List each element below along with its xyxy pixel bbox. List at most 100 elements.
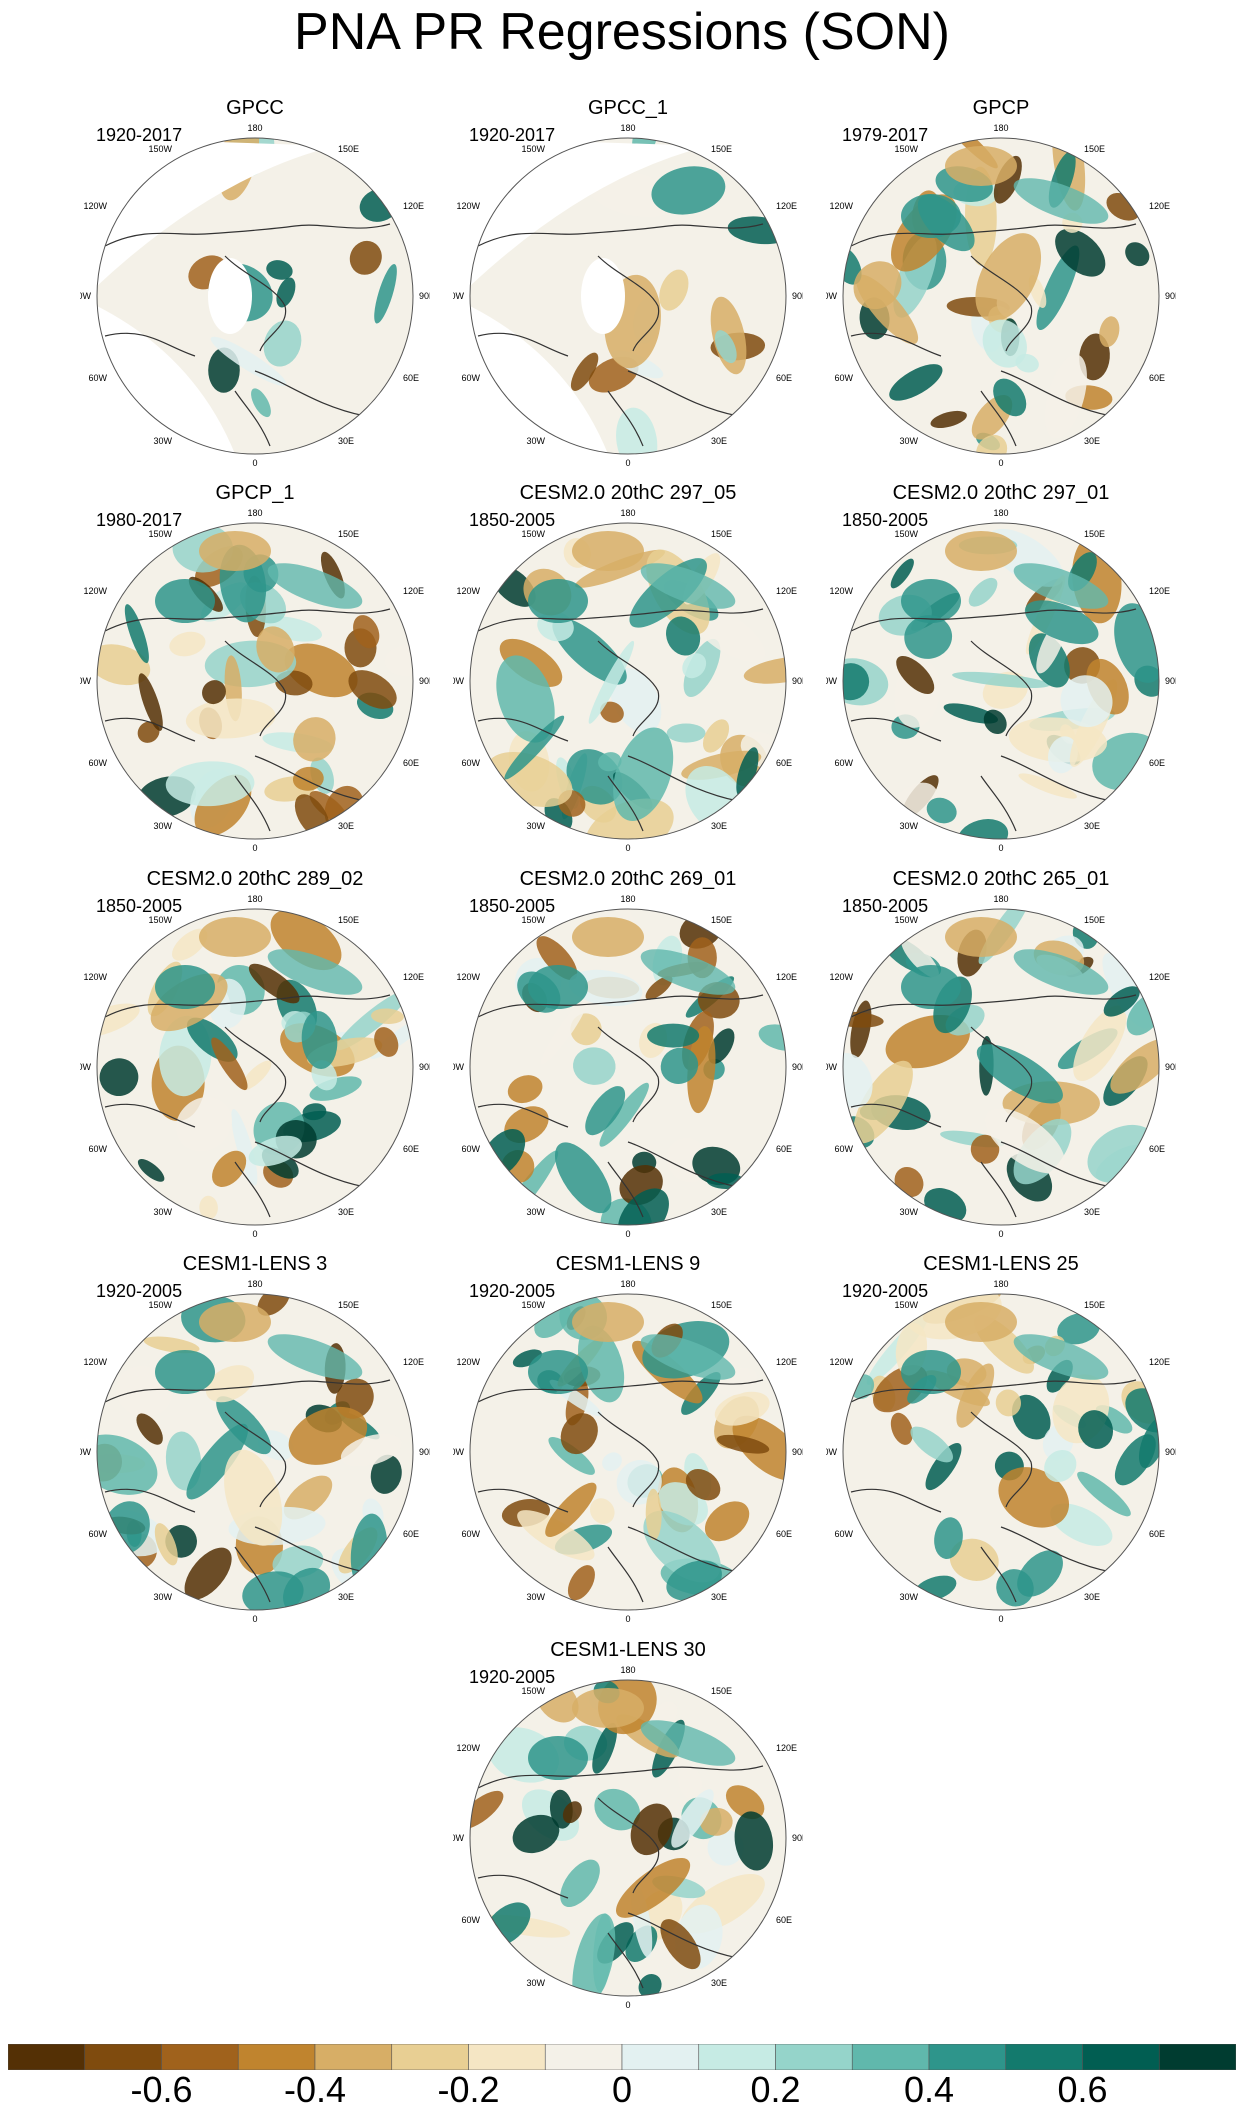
map-boundary — [842, 1293, 1160, 1611]
polar-map: 180 150E 120E 90E 60E 30E 0 30W 60W 90W 120W 150W — [453, 1279, 803, 1624]
longitude-label: 90E — [419, 1062, 430, 1072]
longitude-label: 150E — [1084, 1300, 1105, 1310]
longitude-label: 150W — [521, 1686, 545, 1696]
precip-anomaly-patch — [843, 1052, 873, 1109]
precip-anomaly-patch — [263, 320, 302, 367]
coastline — [607, 775, 644, 832]
precip-anomaly-patch — [700, 1807, 733, 1836]
longitude-label: 60W — [88, 758, 107, 768]
longitude-label: 150E — [711, 915, 732, 925]
precip-anomaly-patch — [1079, 333, 1110, 381]
precip-anomaly-patch — [853, 1060, 913, 1144]
map-boundary — [842, 908, 1160, 1226]
precip-anomaly-patch — [199, 1302, 271, 1342]
longitude-label: 90E — [792, 676, 803, 686]
coastline — [1000, 370, 1112, 417]
longitude-label: 90E — [419, 291, 430, 301]
precip-anomaly-patch — [137, 721, 160, 743]
precip-anomaly-patch — [257, 1294, 290, 1316]
longitude-label: 60W — [461, 1915, 480, 1925]
precip-anomaly-patch — [677, 1765, 703, 1799]
longitude-label: 120E — [1149, 201, 1170, 211]
coastline — [104, 223, 391, 247]
precip-anomaly-patch — [594, 1788, 641, 1831]
precip-anomaly-patch — [572, 531, 644, 571]
precip-anomaly-patch — [949, 1538, 999, 1581]
precip-anomaly-patch — [983, 709, 1007, 735]
longitude-label: 150E — [338, 144, 359, 154]
longitude-label: 30E — [338, 1592, 354, 1602]
colorbar-swatch — [698, 2044, 776, 2070]
precip-anomaly-patch — [904, 615, 953, 659]
longitude-label: 120W — [829, 1357, 853, 1367]
map-panel: 180 150E 120E 90E 60E 30E 0 30W 60W 90W 120W 150W CE… — [453, 1638, 803, 2018]
longitude-label: 90E — [1165, 1447, 1176, 1457]
colorbar-swatch — [84, 2044, 162, 2070]
longitude-label: 30E — [711, 436, 727, 446]
polar-map: 180 150E 120E 90E 60E 30E 0 30W 60W 90W 120W 150W — [826, 123, 1176, 468]
precip-anomaly-patch — [1114, 1434, 1156, 1486]
longitude-label: 180 — [247, 123, 262, 133]
coastline — [850, 1103, 942, 1128]
colorbar-swatch — [1082, 2044, 1160, 2070]
map-boundary — [842, 137, 1160, 455]
coastline — [104, 717, 196, 742]
longitude-label: 60E — [776, 1144, 792, 1154]
panel-years: 1920-2005 — [842, 1281, 929, 1301]
precip-anomaly-patch — [171, 928, 208, 961]
longitude-label: 30W — [526, 436, 545, 446]
precip-anomaly-patch — [599, 1082, 649, 1147]
longitude-label: 30W — [153, 436, 172, 446]
coastline — [597, 1026, 660, 1123]
coastline — [224, 640, 287, 737]
longitude-label: 150W — [894, 1300, 918, 1310]
colorbar-swatch — [851, 2044, 930, 2070]
precip-anomaly-patch — [758, 1024, 786, 1051]
longitude-label: 180 — [247, 894, 262, 904]
precip-anomaly-patch — [578, 1325, 625, 1403]
precip-anomaly-patch — [528, 1350, 588, 1394]
precip-anomaly-patch — [588, 640, 635, 724]
colorbar-swatch — [391, 2044, 469, 2070]
precip-anomaly-patch — [137, 1159, 165, 1182]
precip-anomaly-patch — [982, 319, 1027, 368]
precip-anomaly-patch — [685, 1469, 721, 1501]
precip-anomaly-patch — [349, 240, 382, 275]
longitude-label: 120E — [776, 972, 797, 982]
precip-anomaly-patch — [374, 264, 397, 324]
longitude-label: 90E — [1165, 1062, 1176, 1072]
precip-anomaly-patch — [1011, 1394, 1051, 1440]
precip-anomaly-patch — [714, 330, 737, 364]
panel-years: 1920-2017 — [96, 125, 183, 145]
precip-anomaly-patch — [470, 1790, 504, 1830]
longitude-label: 90W — [453, 1833, 464, 1843]
longitude-label: 30W — [526, 821, 545, 831]
precip-anomaly-patch — [1077, 1471, 1131, 1517]
longitude-label: 60E — [403, 373, 419, 383]
precip-anomaly-patch — [302, 1103, 327, 1121]
longitude-label: 90W — [80, 291, 91, 301]
longitude-label: 30E — [1084, 821, 1100, 831]
precip-anomaly-patch — [666, 723, 706, 743]
precip-anomaly-patch — [638, 1974, 662, 1996]
precip-anomaly-patch — [199, 531, 271, 571]
longitude-label: 150E — [1084, 529, 1105, 539]
polar-map: 180 150E 120E 90E 60E 30E 0 30W 60W 90W 120W 150W — [453, 1665, 803, 2010]
coastline — [607, 390, 644, 447]
precip-anomaly-patch — [1060, 675, 1113, 728]
panel-title: CESM2.0 20thC 297_05 — [519, 482, 737, 504]
precip-anomaly-patch — [613, 727, 674, 821]
map-boundary — [469, 1293, 787, 1611]
precip-anomaly-patch — [901, 965, 961, 1009]
map-panel: 180 150E 120E 90E 60E 30E 0 30W 60W 90W 120W 150W CE… — [80, 867, 430, 1247]
precip-anomaly-patch — [507, 1075, 543, 1104]
colorbar-swatch — [314, 2044, 393, 2070]
precip-anomaly-patch — [97, 1003, 140, 1038]
precip-anomaly-patch — [843, 663, 870, 701]
longitude-label: 180 — [620, 123, 635, 133]
longitude-label: 150W — [148, 1300, 172, 1310]
precip-anomaly-patch — [934, 1517, 963, 1559]
longitude-label: 30W — [526, 1207, 545, 1217]
map-panel: 180 150E 120E 90E 60E 30E 0 30W 60W 90W 120W 150W GP… — [80, 481, 430, 861]
precip-anomaly-patch — [210, 336, 287, 386]
